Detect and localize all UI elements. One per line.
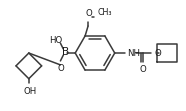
Text: B: B <box>62 47 69 57</box>
Text: O: O <box>140 65 147 74</box>
Text: O: O <box>86 9 92 18</box>
Text: HO: HO <box>49 36 62 45</box>
Text: O: O <box>154 49 161 57</box>
Text: NH: NH <box>128 49 141 57</box>
Text: CH₃: CH₃ <box>98 8 113 17</box>
Text: O: O <box>57 64 64 73</box>
Text: OH: OH <box>23 87 36 96</box>
